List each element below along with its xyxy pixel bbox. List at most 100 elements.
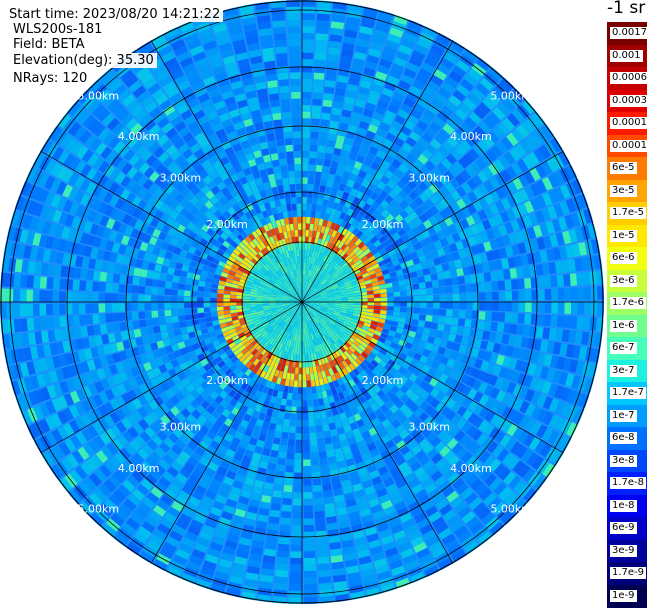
range-gate — [197, 303, 204, 308]
range-gate — [292, 518, 302, 525]
range-gate — [290, 72, 300, 79]
range-gate — [317, 438, 324, 445]
range-gate — [303, 459, 310, 466]
range-gate — [46, 304, 53, 316]
range-gate — [53, 316, 60, 328]
range-gate — [295, 171, 301, 178]
range-gate — [505, 302, 512, 311]
range-gate — [92, 293, 99, 302]
range-gate — [433, 309, 440, 316]
range-gate — [583, 317, 591, 330]
range-gate — [105, 283, 112, 292]
range-gate — [105, 303, 112, 312]
range-gate — [269, 93, 279, 101]
range-gate — [177, 309, 184, 315]
range-gate — [313, 478, 322, 485]
range-gate — [270, 450, 278, 458]
range-gate — [407, 307, 414, 312]
range-gate — [368, 302, 375, 305]
range-gate — [387, 302, 394, 306]
range-gate — [281, 172, 288, 179]
range-gate — [79, 304, 86, 314]
range-gate — [289, 584, 302, 591]
range-gate — [72, 292, 79, 302]
range-gate — [525, 302, 532, 312]
range-gate — [328, 456, 336, 464]
range-gate — [523, 325, 531, 336]
range-gate — [312, 99, 321, 106]
range-gate — [288, 26, 300, 33]
range-gate — [282, 112, 291, 119]
range-gate — [291, 407, 296, 414]
range-gate — [105, 293, 112, 302]
range-gate — [290, 551, 302, 558]
range-gate — [302, 249, 304, 256]
range-gate — [171, 296, 178, 302]
range-gate — [451, 318, 458, 326]
range-gate — [303, 499, 312, 506]
range-gate — [13, 289, 20, 302]
range-gate — [140, 269, 148, 277]
range-gate — [302, 348, 304, 355]
range-gate — [380, 306, 387, 310]
range-gate — [273, 437, 280, 445]
range-gate — [293, 131, 301, 138]
range-gate — [277, 464, 285, 471]
range-gate — [285, 465, 293, 472]
range-gate — [292, 525, 302, 532]
range-gate — [272, 443, 280, 451]
range-gate — [292, 393, 297, 400]
range-gate — [314, 412, 320, 419]
range-gate — [113, 274, 121, 283]
range-gate — [313, 92, 323, 99]
range-gate — [307, 197, 312, 204]
range-gate — [303, 420, 309, 427]
range-gate — [20, 304, 27, 317]
range-gate — [486, 302, 493, 311]
range-gate — [276, 557, 288, 564]
range-gate — [292, 210, 297, 217]
range-gate — [59, 291, 66, 302]
range-gate — [316, 544, 328, 551]
range-gate — [291, 98, 300, 105]
range-gate — [321, 113, 330, 121]
range-gate — [537, 314, 544, 325]
range-gate — [458, 318, 465, 326]
range-gate — [287, 452, 294, 459]
range-gate — [266, 74, 277, 82]
range-gate — [20, 275, 27, 288]
range-gate — [280, 524, 291, 531]
range-gate — [204, 298, 211, 302]
range-gate — [289, 577, 302, 584]
range-gate — [26, 304, 33, 316]
range-gate — [39, 304, 46, 316]
range-gate — [311, 446, 318, 453]
range-gate — [131, 303, 138, 311]
range-gate — [320, 458, 328, 465]
range-gate — [20, 318, 28, 331]
range-gate — [302, 341, 304, 348]
range-gate — [400, 302, 407, 307]
range-gate — [317, 14, 330, 22]
range-gate — [456, 327, 464, 335]
range-gate — [98, 293, 105, 302]
range-gate — [374, 302, 381, 306]
range-gate — [304, 584, 317, 591]
range-gate — [293, 486, 302, 493]
range-gate — [197, 308, 204, 313]
range-gate — [314, 59, 325, 66]
range-gate — [503, 323, 511, 333]
range-gate — [315, 53, 327, 60]
range-gate — [79, 292, 86, 302]
range-gate — [132, 312, 139, 320]
range-gate — [151, 295, 158, 302]
range-gate — [106, 273, 114, 282]
range-gate — [152, 279, 159, 286]
range-gate — [563, 316, 570, 328]
range-gate — [290, 558, 302, 565]
range-gate — [223, 294, 230, 298]
range-gate — [419, 314, 426, 320]
range-gate — [306, 217, 310, 224]
range-gate — [303, 413, 308, 420]
range-gate — [278, 152, 285, 159]
